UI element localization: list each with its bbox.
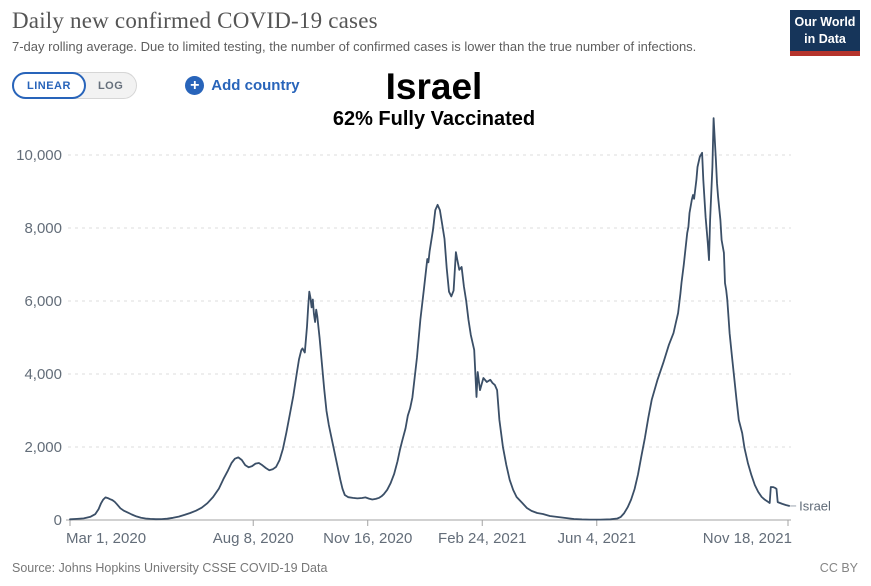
add-country-button[interactable]: + Add country — [185, 76, 300, 95]
owid-logo: Our World in Data — [790, 10, 860, 56]
plus-circle-icon: + — [185, 76, 205, 95]
owid-logo-line2: in Data — [804, 31, 846, 46]
x-tick-label: Feb 24, 2021 — [438, 530, 526, 547]
license-note: CC BY — [819, 561, 858, 575]
owid-logo-stripe — [790, 51, 860, 56]
y-tick-label: 4,000 — [24, 366, 62, 383]
source-note: Source: Johns Hopkins University CSSE CO… — [12, 561, 328, 575]
y-tick-label: 2,000 — [24, 439, 62, 456]
annotation-country: Israel — [385, 66, 483, 107]
log-scale-button[interactable]: LOG — [85, 72, 136, 99]
x-tick-label: Jun 4, 2021 — [558, 530, 636, 547]
page-title: Daily new confirmed COVID-19 cases — [12, 8, 378, 33]
linear-scale-button[interactable]: LINEAR — [12, 72, 86, 99]
add-country-label: Add country — [211, 77, 300, 94]
covid-cases-line-israel[interactable] — [69, 117, 790, 521]
y-tick-label: 10,000 — [16, 147, 62, 164]
annotation-vaccinated: 62% Fully Vaccinated — [332, 108, 536, 130]
series-end-label[interactable]: Israel — [799, 498, 831, 513]
owid-logo-text: Our World in Data — [790, 10, 860, 51]
y-tick-label: 8,000 — [24, 220, 62, 237]
x-tick-label: Mar 1, 2020 — [66, 530, 146, 547]
chart-controls: LINEAR LOG + Add country — [12, 72, 300, 99]
x-tick-label: Nov 16, 2020 — [323, 530, 412, 547]
owid-logo-line1: Our World — [794, 15, 856, 30]
country-annotation: Israel 62% Fully Vaccinated — [333, 68, 535, 131]
chart-subtitle: 7-day rolling average. Due to limited te… — [12, 39, 697, 54]
x-tick-label: Aug 8, 2020 — [213, 530, 294, 547]
y-tick-label: 6,000 — [24, 293, 62, 310]
x-tick-label: Nov 18, 2021 — [703, 530, 792, 547]
y-tick-label: 0 — [54, 512, 62, 529]
scale-toggle: LINEAR LOG — [12, 72, 138, 99]
